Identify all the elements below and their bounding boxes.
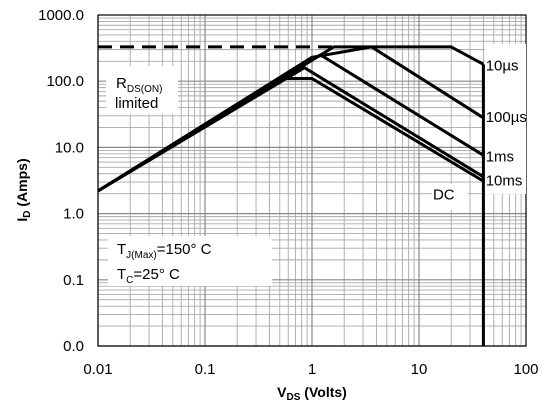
temperature-label-box: [108, 236, 272, 286]
dc-label-box: [432, 184, 468, 210]
y-tick-label: 10.0: [55, 139, 84, 156]
y-tick-label: 0.0: [63, 338, 84, 355]
y-tick-label: 1000.0: [38, 7, 84, 24]
y-tick-label: 0.1: [63, 272, 84, 289]
curve-label: 100µs: [486, 109, 527, 126]
curve-label: 10µs: [486, 57, 519, 74]
rds-label-box: [106, 66, 178, 114]
x-tick-label: 10: [411, 361, 428, 378]
curve-label: DC: [433, 187, 455, 204]
right-labels-box: [485, 44, 526, 194]
x-axis-title: VDS (Volts): [277, 384, 347, 401]
y-tick-label: 1.0: [63, 206, 84, 223]
series-DC: [284, 77, 485, 183]
rds-label: RDS(ON): [116, 75, 162, 95]
rds-limited-label: limited: [115, 95, 158, 112]
tj-label: TJ(Max)=150° C: [117, 241, 212, 261]
x-tick-label: 1: [308, 361, 316, 378]
series-10ms: [97, 66, 485, 193]
curve-label: 1ms: [486, 148, 514, 165]
x-tick-label: 0.1: [195, 361, 216, 378]
x-tick-label: 100: [513, 361, 538, 378]
curve-labels: 10µs 100µs 1ms 10ms DC: [433, 57, 527, 203]
y-axis-title: ID (Amps): [14, 158, 33, 221]
y-axis-ticks: 0.0 0.1 1.0 10.0 100.0 1000.0: [38, 7, 84, 355]
series-layer: [97, 45, 485, 346]
x-tick-label: 0.01: [83, 361, 112, 378]
curve-label: 10ms: [486, 172, 523, 189]
tc-label: TC=25° C: [117, 266, 180, 286]
y-tick-label: 100.0: [46, 73, 84, 90]
x-axis-ticks: 0.01 0.1 1 10 100: [83, 361, 538, 378]
